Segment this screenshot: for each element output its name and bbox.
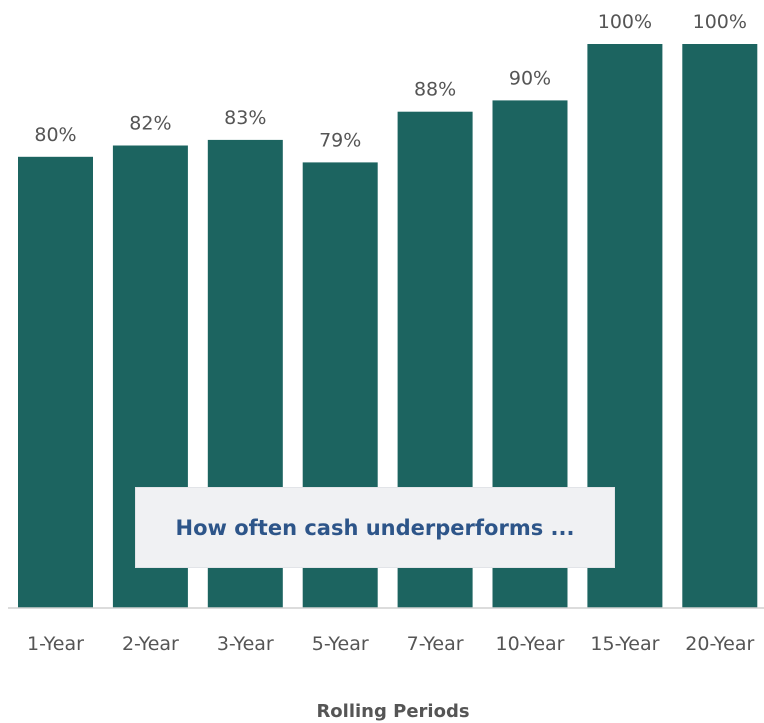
data-label-1-year: 80%: [34, 124, 76, 146]
x-axis-title: Rolling Periods: [316, 701, 469, 722]
bar-1-year: [18, 157, 93, 608]
x-tick-label-1-year: 1-Year: [27, 633, 84, 655]
x-tick-label-10-year: 10-Year: [495, 633, 564, 655]
data-label-3-year: 83%: [224, 107, 266, 129]
x-tick-label-5-year: 5-Year: [312, 633, 369, 655]
x-tick-label-7-year: 7-Year: [407, 633, 464, 655]
x-tick-label-20-year: 20-Year: [685, 633, 754, 655]
data-label-2-year: 82%: [129, 113, 171, 135]
data-label-20-year: 100%: [693, 11, 747, 33]
data-label-7-year: 88%: [414, 79, 456, 101]
x-tick-labels: 1-Year 2-Year 3-Year 5-Year 7-Year 10-Year 15-…: [27, 633, 754, 655]
x-tick-label-3-year: 3-Year: [217, 633, 274, 655]
annotation-box: How often cash underperforms ...: [135, 487, 615, 568]
annotation-text: How often cash underperforms ...: [176, 516, 575, 540]
x-tick-label-15-year: 15-Year: [590, 633, 659, 655]
bar-20-year: [682, 44, 757, 608]
data-label-15-year: 100%: [598, 11, 652, 33]
data-label-10-year: 90%: [509, 67, 551, 89]
data-label-5-year: 79%: [319, 129, 361, 151]
x-tick-label-2-year: 2-Year: [122, 633, 179, 655]
